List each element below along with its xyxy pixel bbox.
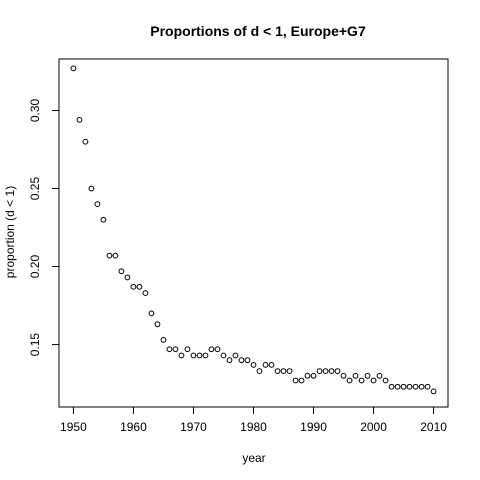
data-point <box>136 283 143 290</box>
data-point <box>154 321 161 328</box>
data-point <box>400 383 407 390</box>
data-point <box>190 352 197 359</box>
data-point <box>94 201 101 208</box>
data-point <box>262 361 269 368</box>
data-point <box>370 377 377 384</box>
data-point <box>430 388 437 395</box>
x-tick-label: 2000 <box>360 420 387 434</box>
data-point <box>214 346 221 353</box>
x-tick-label: 2010 <box>420 420 447 434</box>
x-axis: 1950 1960 1970 1980 1990 2000 2010 <box>60 406 447 434</box>
data-point <box>160 336 167 343</box>
data-point <box>184 346 191 353</box>
data-point <box>376 372 383 379</box>
x-tick-label: 1970 <box>180 420 207 434</box>
data-point <box>412 383 419 390</box>
y-tick-label: 0.25 <box>28 177 42 201</box>
data-point <box>364 372 371 379</box>
data-point <box>100 216 107 223</box>
data-point <box>334 368 341 375</box>
data-point <box>286 368 293 375</box>
data-point <box>310 372 317 379</box>
data-point <box>388 383 395 390</box>
data-point <box>316 368 323 375</box>
data-point <box>292 377 299 384</box>
data-point <box>406 383 413 390</box>
data-point <box>328 368 335 375</box>
data-point <box>280 368 287 375</box>
y-tick-label: 0.30 <box>28 98 42 122</box>
data-point <box>220 352 227 359</box>
data-point <box>298 377 305 384</box>
data-point <box>358 377 365 384</box>
data-point <box>346 377 353 384</box>
data-point <box>382 377 389 384</box>
data-point <box>244 357 251 364</box>
x-tick-label: 1990 <box>300 420 327 434</box>
x-axis-label: year <box>242 451 265 465</box>
y-axis-label: proportion (d < 1) <box>3 186 17 278</box>
x-tick-label: 1960 <box>120 420 147 434</box>
data-point <box>70 65 77 72</box>
data-points <box>70 65 437 395</box>
data-point <box>394 383 401 390</box>
data-point <box>106 252 113 259</box>
data-point <box>196 352 203 359</box>
data-point <box>352 372 359 379</box>
x-tick-label: 1950 <box>60 420 87 434</box>
data-point <box>226 357 233 364</box>
data-point <box>256 368 263 375</box>
data-point <box>238 357 245 364</box>
data-point <box>142 290 149 296</box>
data-point <box>208 346 215 353</box>
y-axis: 0.15 0.20 0.25 0.30 <box>28 98 60 357</box>
plot-frame <box>58 58 449 408</box>
data-point <box>172 346 179 353</box>
data-point <box>232 352 239 359</box>
data-point <box>148 310 155 317</box>
data-point <box>166 346 173 353</box>
y-tick-label: 0.15 <box>28 333 42 357</box>
data-point <box>82 138 89 145</box>
data-point <box>340 372 347 379</box>
data-point <box>268 361 275 368</box>
chart-title: Proportions of d < 1, Europe+G7 <box>150 23 366 39</box>
data-point <box>202 352 209 359</box>
data-point <box>118 268 125 275</box>
x-tick-label: 1980 <box>240 420 267 434</box>
data-point <box>76 116 83 123</box>
data-point <box>130 283 137 290</box>
data-point <box>424 383 431 390</box>
data-point <box>112 252 119 259</box>
data-point <box>178 352 185 359</box>
data-point <box>88 185 95 192</box>
data-point <box>322 368 329 375</box>
data-point <box>304 372 311 379</box>
data-point <box>274 368 281 375</box>
data-point <box>124 274 131 281</box>
data-point <box>418 383 425 390</box>
y-tick-label: 0.20 <box>28 255 42 279</box>
data-point <box>250 361 257 368</box>
